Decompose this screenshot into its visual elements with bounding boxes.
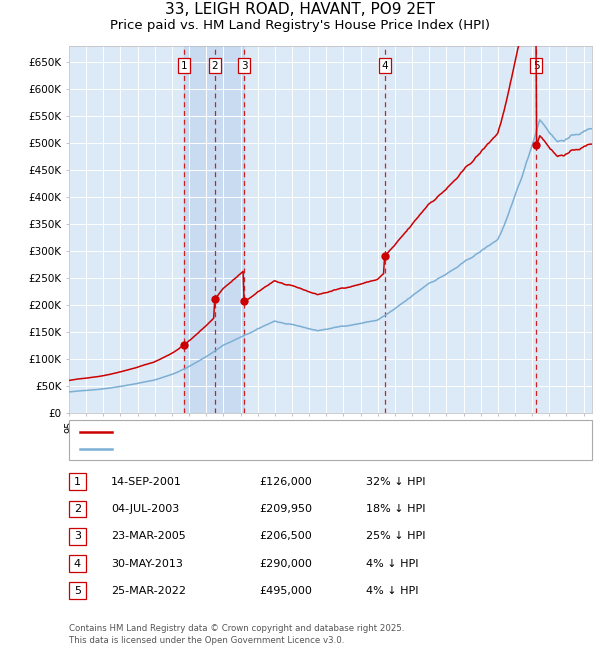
- Text: £126,000: £126,000: [259, 476, 312, 487]
- Text: Contains HM Land Registry data © Crown copyright and database right 2025.
This d: Contains HM Land Registry data © Crown c…: [69, 624, 404, 645]
- Text: 5: 5: [74, 586, 81, 596]
- Text: £495,000: £495,000: [259, 586, 312, 596]
- Bar: [184, 46, 244, 413]
- Text: 23-MAR-2005: 23-MAR-2005: [111, 531, 186, 541]
- Text: £209,950: £209,950: [259, 504, 312, 514]
- Text: 5: 5: [533, 60, 539, 71]
- Text: HPI: Average price, detached house, Havant: HPI: Average price, detached house, Hava…: [117, 444, 359, 454]
- Text: 4: 4: [74, 558, 81, 569]
- Text: 4% ↓ HPI: 4% ↓ HPI: [366, 558, 419, 569]
- Text: 4% ↓ HPI: 4% ↓ HPI: [366, 586, 419, 596]
- Text: Price paid vs. HM Land Registry's House Price Index (HPI): Price paid vs. HM Land Registry's House …: [110, 20, 490, 32]
- Text: 25-MAR-2022: 25-MAR-2022: [111, 586, 186, 596]
- Text: 4: 4: [382, 60, 388, 71]
- Text: 1: 1: [181, 60, 187, 71]
- Text: 1: 1: [74, 476, 81, 487]
- Text: £290,000: £290,000: [259, 558, 312, 569]
- Text: 2: 2: [74, 504, 81, 514]
- Text: 04-JUL-2003: 04-JUL-2003: [111, 504, 179, 514]
- Text: 33, LEIGH ROAD, HAVANT, PO9 2ET (detached house): 33, LEIGH ROAD, HAVANT, PO9 2ET (detache…: [117, 427, 409, 437]
- Text: 2: 2: [211, 60, 218, 71]
- Text: £206,500: £206,500: [259, 531, 312, 541]
- Text: 18% ↓ HPI: 18% ↓ HPI: [366, 504, 425, 514]
- Text: 32% ↓ HPI: 32% ↓ HPI: [366, 476, 425, 487]
- Text: 33, LEIGH ROAD, HAVANT, PO9 2ET: 33, LEIGH ROAD, HAVANT, PO9 2ET: [165, 2, 435, 18]
- Text: 3: 3: [241, 60, 248, 71]
- Text: 25% ↓ HPI: 25% ↓ HPI: [366, 531, 425, 541]
- Text: 14-SEP-2001: 14-SEP-2001: [111, 476, 182, 487]
- Text: 3: 3: [74, 531, 81, 541]
- Text: 30-MAY-2013: 30-MAY-2013: [111, 558, 183, 569]
